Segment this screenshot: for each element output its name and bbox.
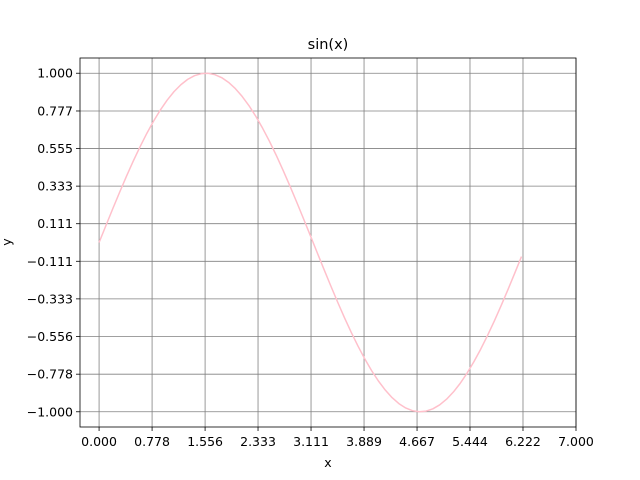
y-tick-label: −0.333 (27, 291, 73, 306)
ticks: 0.000 0.778 1.556 2.333 3.111 3.889 4.667 5.444… (27, 66, 594, 449)
x-tick-label: 1.556 (187, 434, 223, 449)
plot-frame (79, 57, 577, 428)
y-axis-label: y (0, 238, 14, 246)
x-tick-label: 6.222 (505, 434, 541, 449)
x-tick-label: 5.444 (452, 434, 488, 449)
y-tick-label: −0.556 (27, 329, 73, 344)
x-tick-label: 4.667 (399, 434, 435, 449)
y-tick-label: −0.778 (27, 367, 73, 382)
x-tick-label: 2.333 (240, 434, 276, 449)
grid (80, 58, 577, 427)
y-tick-label: 0.333 (37, 179, 73, 194)
y-tick-label: 0.111 (37, 216, 73, 231)
x-tick-label: 3.111 (293, 434, 329, 449)
x-tick-label: 3.889 (346, 434, 382, 449)
series-line-sin (98, 72, 523, 413)
x-tick-label: 0.778 (134, 434, 170, 449)
chart-title: sin(x) (308, 37, 349, 53)
x-tick-label: 7.000 (558, 434, 594, 449)
y-tick-label: 0.555 (37, 141, 73, 156)
y-tick-label: −0.111 (27, 254, 73, 269)
x-tick-label: 0.000 (81, 434, 117, 449)
y-tick-label: −1.000 (27, 404, 73, 419)
y-tick-label: 1.000 (37, 66, 73, 81)
series-layer (98, 72, 523, 413)
x-axis-label: x (324, 455, 331, 470)
y-tick-label: 0.777 (37, 103, 73, 118)
